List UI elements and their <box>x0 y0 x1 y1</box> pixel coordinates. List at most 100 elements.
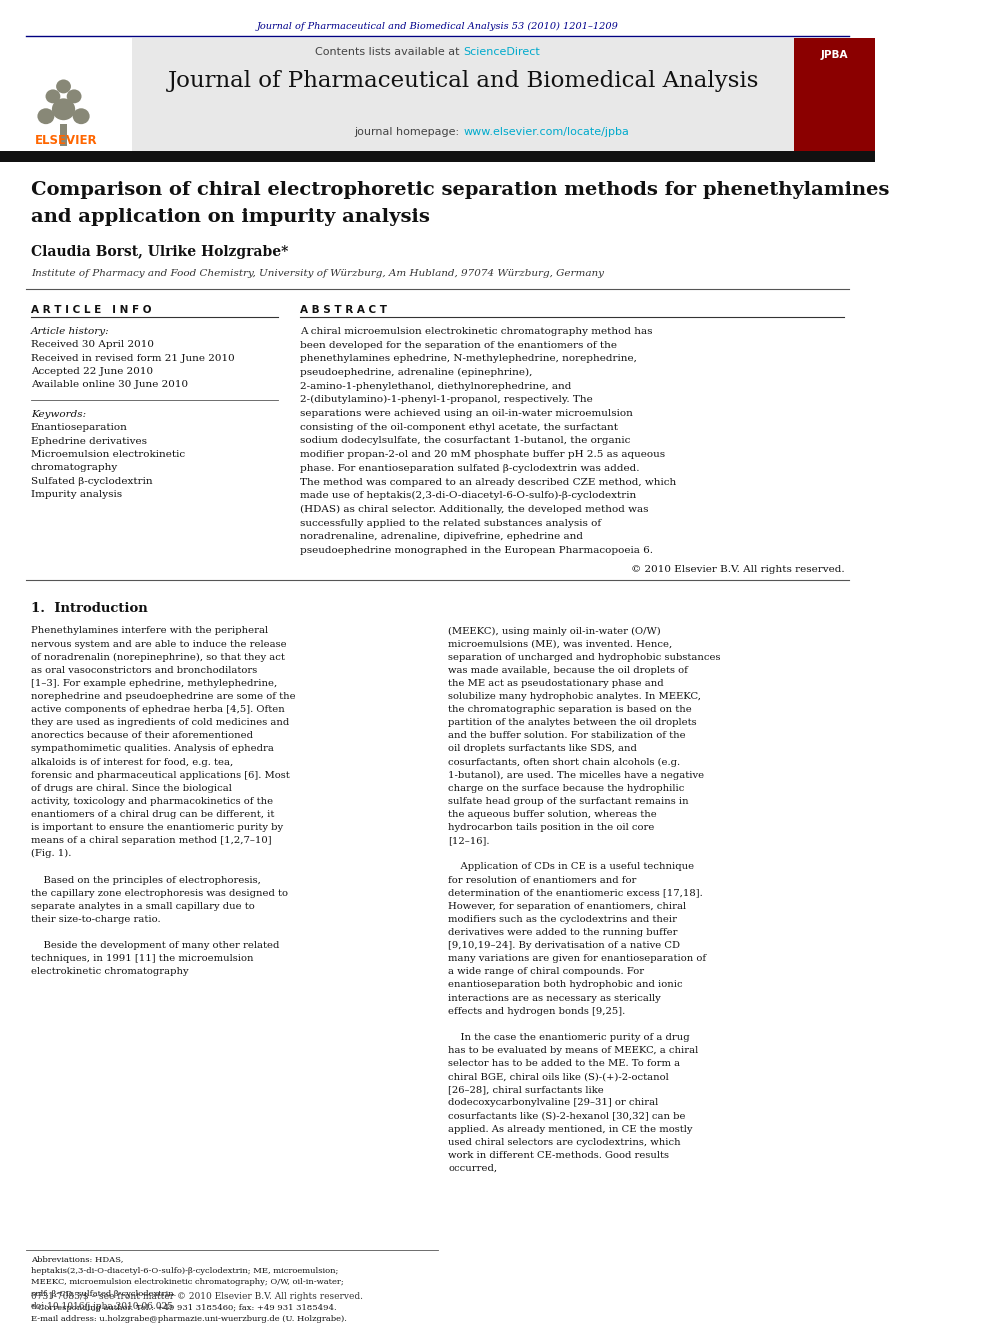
Text: Sulfated β-cyclodextrin: Sulfated β-cyclodextrin <box>31 476 153 486</box>
Ellipse shape <box>38 108 55 124</box>
Text: A R T I C L E   I N F O: A R T I C L E I N F O <box>31 306 152 315</box>
Text: means of a chiral separation method [1,2,7–10]: means of a chiral separation method [1,2… <box>31 836 272 845</box>
Text: phenethylamines ephedrine, N-methylephedrine, norephedrine,: phenethylamines ephedrine, N-methylephed… <box>300 355 637 364</box>
Text: the aqueous buffer solution, whereas the: the aqueous buffer solution, whereas the <box>448 810 657 819</box>
Text: charge on the surface because the hydrophilic: charge on the surface because the hydrop… <box>448 783 684 792</box>
Bar <box>0 38 132 151</box>
Text: sulfate head group of the surfactant remains in: sulfate head group of the surfactant rem… <box>448 796 688 806</box>
Text: for resolution of enantiomers and for: for resolution of enantiomers and for <box>448 876 637 885</box>
Text: activity, toxicology and pharmacokinetics of the: activity, toxicology and pharmacokinetic… <box>31 796 273 806</box>
Text: Keywords:: Keywords: <box>31 410 86 419</box>
Ellipse shape <box>72 108 89 124</box>
Text: Microemulsion electrokinetic: Microemulsion electrokinetic <box>31 450 185 459</box>
Text: Claudia Borst, Ulrike Holzgrabe*: Claudia Borst, Ulrike Holzgrabe* <box>31 245 289 259</box>
Text: MEEKC, microemulsion electrokinetic chromatography; O/W, oil-in-water;: MEEKC, microemulsion electrokinetic chro… <box>31 1278 343 1286</box>
Ellipse shape <box>46 90 61 103</box>
Text: applied. As already mentioned, in CE the mostly: applied. As already mentioned, in CE the… <box>448 1125 692 1134</box>
Text: dodecoxycarbonylvaline [29–31] or chiral: dodecoxycarbonylvaline [29–31] or chiral <box>448 1098 659 1107</box>
Text: Beside the development of many other related: Beside the development of many other rel… <box>31 941 280 950</box>
Text: The method was compared to an already described CZE method, which: The method was compared to an already de… <box>300 478 677 487</box>
Text: ScienceDirect: ScienceDirect <box>463 46 540 57</box>
Text: [26–28], chiral surfactants like: [26–28], chiral surfactants like <box>448 1085 604 1094</box>
Text: their size-to-charge ratio.: their size-to-charge ratio. <box>31 916 161 923</box>
Text: norephedrine and pseudoephedrine are some of the: norephedrine and pseudoephedrine are som… <box>31 692 296 701</box>
Text: anorectics because of their aforementioned: anorectics because of their aforemention… <box>31 732 253 741</box>
Text: cosurfactants like (S)-2-hexanol [30,32] can be: cosurfactants like (S)-2-hexanol [30,32]… <box>448 1111 685 1121</box>
Text: phase. For enantioseparation sulfated β-cyclodextrin was added.: phase. For enantioseparation sulfated β-… <box>300 464 640 472</box>
Text: A B S T R A C T: A B S T R A C T <box>300 306 387 315</box>
Text: electrokinetic chromatography: electrokinetic chromatography <box>31 967 188 976</box>
Text: Article history:: Article history: <box>31 327 109 336</box>
Text: Comparison of chiral electrophoretic separation methods for phenethylamines: Comparison of chiral electrophoretic sep… <box>31 181 889 198</box>
Bar <box>60 124 67 146</box>
Text: partition of the analytes between the oil droplets: partition of the analytes between the oi… <box>448 718 696 728</box>
Text: E-mail address: u.holzgrabe@pharmazie.uni-wuerzburg.de (U. Holzgrabe).: E-mail address: u.holzgrabe@pharmazie.un… <box>31 1315 347 1323</box>
Text: determination of the enantiomeric excess [17,18].: determination of the enantiomeric excess… <box>448 889 703 898</box>
Text: 2-(dibutylamino)-1-phenyl-1-propanol, respectively. The: 2-(dibutylamino)-1-phenyl-1-propanol, re… <box>300 396 593 405</box>
Text: sodium dodecylsulfate, the cosurfactant 1-butanol, the organic: sodium dodecylsulfate, the cosurfactant … <box>300 437 630 446</box>
Text: sympathomimetic qualities. Analysis of ephedra: sympathomimetic qualities. Analysis of e… <box>31 745 274 753</box>
Text: alkaloids is of interest for food, e.g. tea,: alkaloids is of interest for food, e.g. … <box>31 758 233 766</box>
Text: effects and hydrogen bonds [9,25].: effects and hydrogen bonds [9,25]. <box>448 1007 626 1016</box>
Text: heptakis(2,3-di-O-diacetyl-6-O-sulfo)-β-cyclodextrin; ME, microemulsion;: heptakis(2,3-di-O-diacetyl-6-O-sulfo)-β-… <box>31 1267 338 1275</box>
Text: Application of CDs in CE is a useful technique: Application of CDs in CE is a useful tec… <box>448 863 694 872</box>
Text: noradrenaline, adrenaline, dipivefrine, ephedrine and: noradrenaline, adrenaline, dipivefrine, … <box>300 532 583 541</box>
Text: JPBA: JPBA <box>821 50 848 60</box>
Text: (MEEKC), using mainly oil-in-water (O/W): (MEEKC), using mainly oil-in-water (O/W) <box>448 626 661 635</box>
Text: enantiomers of a chiral drug can be different, it: enantiomers of a chiral drug can be diff… <box>31 810 274 819</box>
Text: sulf. β-CD, sulfated β-cyclodextrin.: sulf. β-CD, sulfated β-cyclodextrin. <box>31 1290 177 1298</box>
Text: Received 30 April 2010: Received 30 April 2010 <box>31 340 154 349</box>
Text: been developed for the separation of the enantiomers of the: been developed for the separation of the… <box>300 340 617 349</box>
Bar <box>795 38 875 151</box>
Text: Institute of Pharmacy and Food Chemistry, University of Würzburg, Am Hubland, 97: Institute of Pharmacy and Food Chemistry… <box>31 269 604 278</box>
Text: Abbreviations: HDAS,: Abbreviations: HDAS, <box>31 1256 123 1263</box>
Text: used chiral selectors are cyclodextrins, which: used chiral selectors are cyclodextrins,… <box>448 1138 681 1147</box>
Text: microemulsions (ME), was invented. Hence,: microemulsions (ME), was invented. Hence… <box>448 639 673 648</box>
Text: consisting of the oil-component ethyl acetate, the surfactant: consisting of the oil-component ethyl ac… <box>300 423 618 431</box>
Ellipse shape <box>66 90 81 103</box>
Text: forensic and pharmaceutical applications [6]. Most: forensic and pharmaceutical applications… <box>31 771 290 779</box>
Text: modifier propan-2-ol and 20 mM phosphate buffer pH 2.5 as aqueous: modifier propan-2-ol and 20 mM phosphate… <box>300 450 665 459</box>
Text: A chiral microemulsion electrokinetic chromatography method has: A chiral microemulsion electrokinetic ch… <box>300 327 653 336</box>
Text: many variations are given for enantioseparation of: many variations are given for enantiosep… <box>448 954 706 963</box>
Text: modifiers such as the cyclodextrins and their: modifiers such as the cyclodextrins and … <box>448 916 678 923</box>
Text: 2-amino-1-phenylethanol, diethylnorephedrine, and: 2-amino-1-phenylethanol, diethylnorephed… <box>300 381 571 390</box>
Text: 1.  Introduction: 1. Introduction <box>31 602 148 615</box>
Text: However, for separation of enantiomers, chiral: However, for separation of enantiomers, … <box>448 902 686 910</box>
Text: occurred,: occurred, <box>448 1164 497 1174</box>
Text: Available online 30 June 2010: Available online 30 June 2010 <box>31 381 188 389</box>
Text: [9,10,19–24]. By derivatisation of a native CD: [9,10,19–24]. By derivatisation of a nat… <box>448 941 681 950</box>
Text: (HDAS) as chiral selector. Additionally, the developed method was: (HDAS) as chiral selector. Additionally,… <box>300 505 649 515</box>
Text: * Corresponding author. Tel.: +49 931 3185460; fax: +49 931 3185494.: * Corresponding author. Tel.: +49 931 31… <box>31 1304 336 1312</box>
Text: pseudoephedrine, adrenaline (epinephrine),: pseudoephedrine, adrenaline (epinephrine… <box>300 368 533 377</box>
Text: Phenethylamines interfere with the peripheral: Phenethylamines interfere with the perip… <box>31 626 268 635</box>
Text: chiral BGE, chiral oils like (S)-(+)-2-octanol: chiral BGE, chiral oils like (S)-(+)-2-o… <box>448 1072 669 1081</box>
Text: Contents lists available at: Contents lists available at <box>315 46 463 57</box>
Text: is important to ensure the enantiomeric purity by: is important to ensure the enantiomeric … <box>31 823 283 832</box>
Text: chromatography: chromatography <box>31 463 118 472</box>
Text: Enantioseparation: Enantioseparation <box>31 423 128 433</box>
Text: the ME act as pseudostationary phase and: the ME act as pseudostationary phase and <box>448 679 664 688</box>
Ellipse shape <box>52 98 75 120</box>
Text: the capillary zone electrophoresis was designed to: the capillary zone electrophoresis was d… <box>31 889 288 898</box>
Text: pseudoephedrine monographed in the European Pharmacopoeia 6.: pseudoephedrine monographed in the Europ… <box>300 546 653 556</box>
Text: solubilize many hydrophobic analytes. In MEEKC,: solubilize many hydrophobic analytes. In… <box>448 692 701 701</box>
Text: and application on impurity analysis: and application on impurity analysis <box>31 208 430 226</box>
Text: cosurfactants, often short chain alcohols (e.g.: cosurfactants, often short chain alcohol… <box>448 758 681 766</box>
Text: hydrocarbon tails position in the oil core: hydrocarbon tails position in the oil co… <box>448 823 655 832</box>
Text: Journal of Pharmaceutical and Biomedical Analysis 53 (2010) 1201–1209: Journal of Pharmaceutical and Biomedical… <box>257 22 619 30</box>
Bar <box>132 38 795 151</box>
Text: Ephedrine derivatives: Ephedrine derivatives <box>31 437 147 446</box>
Text: successfully applied to the related substances analysis of: successfully applied to the related subs… <box>300 519 601 528</box>
Text: 1-butanol), are used. The micelles have a negative: 1-butanol), are used. The micelles have … <box>448 771 704 779</box>
Text: doi:10.1016/j.jpba.2010.06.025: doi:10.1016/j.jpba.2010.06.025 <box>31 1302 174 1311</box>
Text: © 2010 Elsevier B.V. All rights reserved.: © 2010 Elsevier B.V. All rights reserved… <box>631 565 844 574</box>
Text: (Fig. 1).: (Fig. 1). <box>31 849 71 859</box>
Text: made use of heptakis(2,3-di-O-diacetyl-6-O-sulfo)-β-cyclodextrin: made use of heptakis(2,3-di-O-diacetyl-6… <box>300 491 636 500</box>
Text: Based on the principles of electrophoresis,: Based on the principles of electrophores… <box>31 876 261 885</box>
Text: of drugs are chiral. Since the biological: of drugs are chiral. Since the biologica… <box>31 783 232 792</box>
Text: was made available, because the oil droplets of: was made available, because the oil drop… <box>448 665 688 675</box>
Text: work in different CE-methods. Good results: work in different CE-methods. Good resul… <box>448 1151 670 1160</box>
Text: active components of ephedrae herba [4,5]. Often: active components of ephedrae herba [4,5… <box>31 705 285 714</box>
Text: ELSEVIER: ELSEVIER <box>35 134 97 147</box>
